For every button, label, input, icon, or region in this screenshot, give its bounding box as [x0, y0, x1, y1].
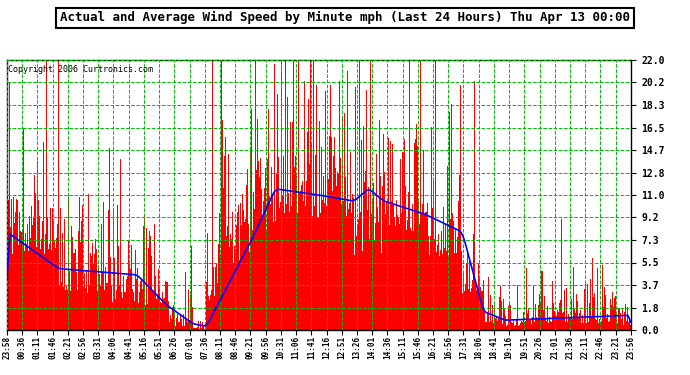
Text: Actual and Average Wind Speed by Minute mph (Last 24 Hours) Thu Apr 13 00:00: Actual and Average Wind Speed by Minute … — [60, 11, 630, 24]
Text: Copyright 2006 Curtronics.com: Copyright 2006 Curtronics.com — [8, 65, 153, 74]
